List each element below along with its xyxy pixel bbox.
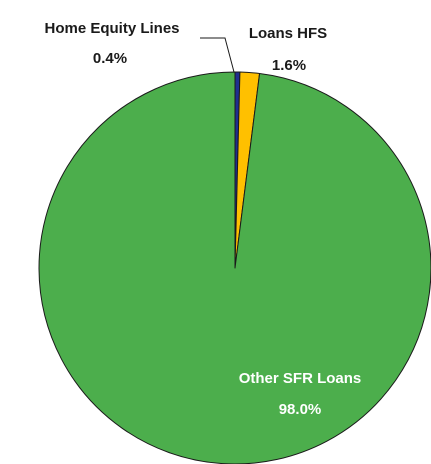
slices [38,71,431,464]
leader-lines [200,37,235,73]
slice-label-loans-hfs: Loans HFS [249,25,327,42]
slice-label-home-equity-lines: Home Equity Lines [44,20,179,37]
leader-line-home-equity-lines [200,37,235,73]
slice-label-other-sfr-loans: Other SFR Loans [239,370,362,387]
slice-value-other-sfr-loans: 98.0% [279,401,322,418]
slice-value-home-equity-lines: 0.4% [93,50,127,67]
slice-value-loans-hfs: 1.6% [272,57,306,74]
pie-slice-other-sfr-loans [38,71,431,464]
labels: Home Equity Lines 0.4% Loans HFS 1.6% Ot… [44,20,361,418]
